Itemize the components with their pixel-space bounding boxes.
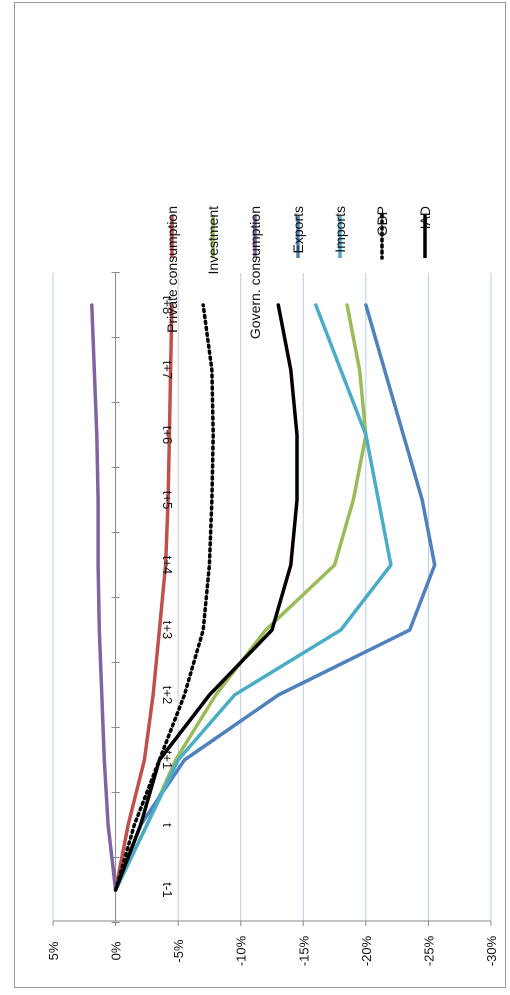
- category-label: t+1: [160, 751, 175, 769]
- category-label: t+7: [160, 361, 175, 379]
- category-label: t+4: [160, 556, 175, 574]
- chart-frame: 5% 0% -5% -10% -15% -20% -25% -30% t-1 t t+1 t+2 t+3…: [14, 2, 506, 988]
- axes: [52, 272, 492, 926]
- tick-labels: 5% 0% -5% -10% -15% -20% -25% -30% t-1 t t+1 t+2 t+3…: [46, 296, 499, 966]
- category-label: t+5: [160, 491, 175, 509]
- value-tick-label: -20%: [359, 935, 374, 966]
- series-line: [113, 303, 215, 892]
- legend-label: Investment: [205, 206, 221, 275]
- value-tick-label: -5%: [171, 939, 186, 963]
- series-line: [113, 303, 393, 892]
- legend-label: IAD: [417, 206, 433, 229]
- category-label: t+3: [160, 621, 175, 639]
- series-line: [113, 303, 299, 892]
- legend-label: GDP: [374, 206, 390, 236]
- value-tick-label: -10%: [234, 935, 249, 966]
- value-tick-label: -30%: [484, 935, 499, 966]
- series-line: [90, 303, 118, 892]
- category-label: t: [160, 823, 175, 827]
- legend: Private consumption Investment Govern. con…: [164, 206, 433, 339]
- category-label: t-1: [160, 882, 175, 897]
- value-tick-label: -15%: [296, 935, 311, 966]
- value-tick-label: 0%: [109, 941, 124, 960]
- value-tick-label: 5%: [46, 941, 61, 960]
- category-label: t+6: [160, 426, 175, 444]
- category-label: t+2: [160, 686, 175, 704]
- line-chart: 5% 0% -5% -10% -15% -20% -25% -30% t-1 t t+1 t+2 t+3…: [46, 206, 499, 966]
- legend-label: Exports: [290, 206, 306, 253]
- category-label: t+8: [160, 296, 175, 314]
- series-lines: [90, 303, 437, 892]
- series-line: [113, 303, 174, 892]
- legend-label: Govern. consumption: [247, 206, 263, 339]
- value-tick-label: -25%: [421, 935, 436, 966]
- legend-label: Private consumption: [164, 206, 180, 333]
- legend-label: Imports: [332, 206, 348, 253]
